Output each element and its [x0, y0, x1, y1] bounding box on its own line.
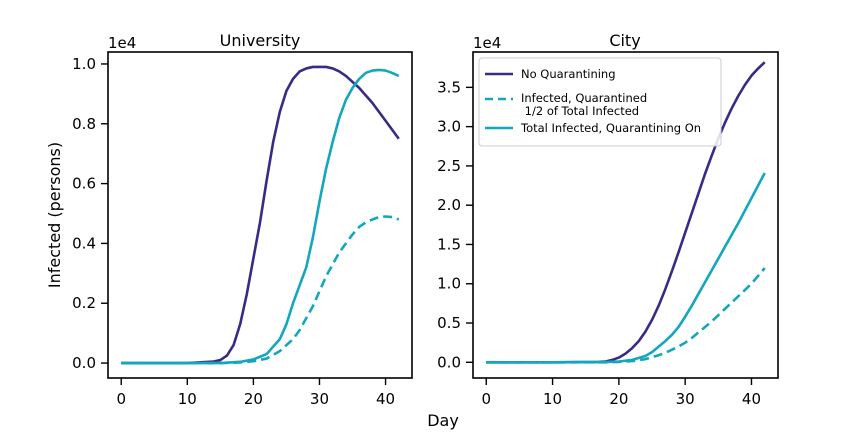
city-legend-label-total-infected-quarantining-on: Total Infected, Quarantining On: [520, 121, 701, 135]
city-y-tick-label-2-5: 2.5: [437, 157, 461, 175]
city-x-tick-label-30: 30: [676, 390, 695, 408]
university-axes-frame: [107, 51, 413, 379]
university-y-axis-label: Infected (persons): [45, 142, 64, 288]
university-y-tick-label-0-4: 0.4: [72, 234, 96, 252]
university-series-no-quarantining: [121, 65, 400, 365]
university-title: University: [220, 31, 301, 50]
city-legend: No Quarantining Infected, Quarantined 1/2…: [478, 57, 722, 147]
city-x-tick-label-10: 10: [543, 390, 562, 408]
city-y-tick-label-2-0: 2.0: [437, 196, 461, 214]
university-y-multiplier: 1e4: [108, 34, 136, 52]
shared-x-axis-label: Day: [427, 411, 459, 430]
city-x-tick-label-0: 0: [481, 390, 491, 408]
university-y-tick-label-0-6: 0.6: [72, 175, 96, 193]
city-y-tick-label-3-5: 3.5: [437, 78, 461, 96]
city-legend-label-infected-quarantined-1-2-of-total-infected: Infected, Quarantined 1/2 of Total Infec…: [521, 91, 647, 118]
city-y-multiplier: 1e4: [473, 34, 501, 52]
university-y-tick-label-0-0: 0.0: [72, 354, 96, 372]
city-legend-label-no-quarantining: No Quarantining: [521, 67, 616, 81]
city-legend-box: [478, 57, 722, 147]
university-series-infected-quarantined-1-2-of-total-infected: [121, 215, 400, 365]
city-x-tick-label-40: 40: [742, 390, 761, 408]
university-x-tick-label-0: 0: [116, 390, 126, 408]
city-panel: City 1e4 0 10 20 30 40 0.0 0.5 1.0 1.5 2.0 2.5 3.0 3…: [437, 31, 779, 408]
university-x-tick-label-20: 20: [244, 390, 263, 408]
university-x-tick-label-10: 10: [178, 390, 197, 408]
city-y-tick-label-3-0: 3.0: [437, 118, 461, 136]
city-y-tick-label-0-0: 0.0: [437, 353, 461, 371]
city-y-tick-label-1-5: 1.5: [437, 235, 461, 253]
university-series-total-infected-quarantining-on: [121, 68, 400, 365]
city-y-tick-label-0-5: 0.5: [437, 314, 461, 332]
university-y-tick-label-0-2: 0.2: [72, 294, 96, 312]
city-axes-frame: [472, 51, 779, 379]
city-title: City: [609, 31, 640, 50]
city-y-tick-label-1-0: 1.0: [437, 275, 461, 293]
city-plot-area: 0 10 20 30 40 0.0 0.5 1.0 1.5 2.0 2.5 3.0 3.5: [437, 51, 779, 408]
university-x-tick-label-30: 30: [310, 390, 329, 408]
university-y-tick-label-1-0: 1.0: [72, 55, 96, 73]
university-x-tick-label-40: 40: [376, 390, 395, 408]
city-series-no-quarantining: [486, 61, 766, 364]
university-panel: University 1e4 0 10 20 30 40 0.0 0.2 0.4 0.6 0.8 1…: [72, 31, 413, 408]
city-x-tick-label-20: 20: [609, 390, 628, 408]
university-y-tick-label-0-8: 0.8: [72, 115, 96, 133]
university-plot-area: 0 10 20 30 40 0.0 0.2 0.4 0.6 0.8 1.0: [72, 51, 413, 408]
city-series-total-infected-quarantining-on: [486, 172, 766, 364]
